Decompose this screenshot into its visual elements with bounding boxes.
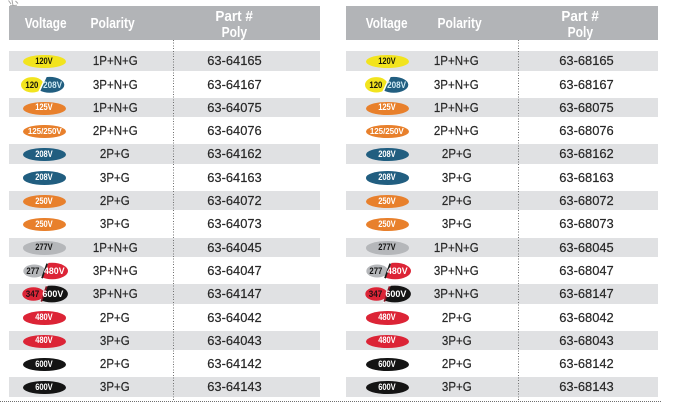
svg-text:277: 277 bbox=[26, 266, 39, 277]
svg-text:277: 277 bbox=[369, 266, 382, 277]
svg-text:120: 120 bbox=[25, 80, 38, 91]
svg-text:480V: 480V bbox=[44, 266, 65, 277]
svg-text:480V: 480V bbox=[387, 266, 408, 277]
svg-text:600V: 600V bbox=[386, 289, 408, 300]
svg-text:208V: 208V bbox=[43, 80, 63, 91]
svg-text:120: 120 bbox=[370, 80, 383, 91]
svg-text:347: 347 bbox=[369, 289, 383, 300]
svg-text:600V: 600V bbox=[43, 289, 65, 300]
svg-text:347: 347 bbox=[26, 289, 40, 300]
svg-text:208V: 208V bbox=[387, 80, 407, 91]
